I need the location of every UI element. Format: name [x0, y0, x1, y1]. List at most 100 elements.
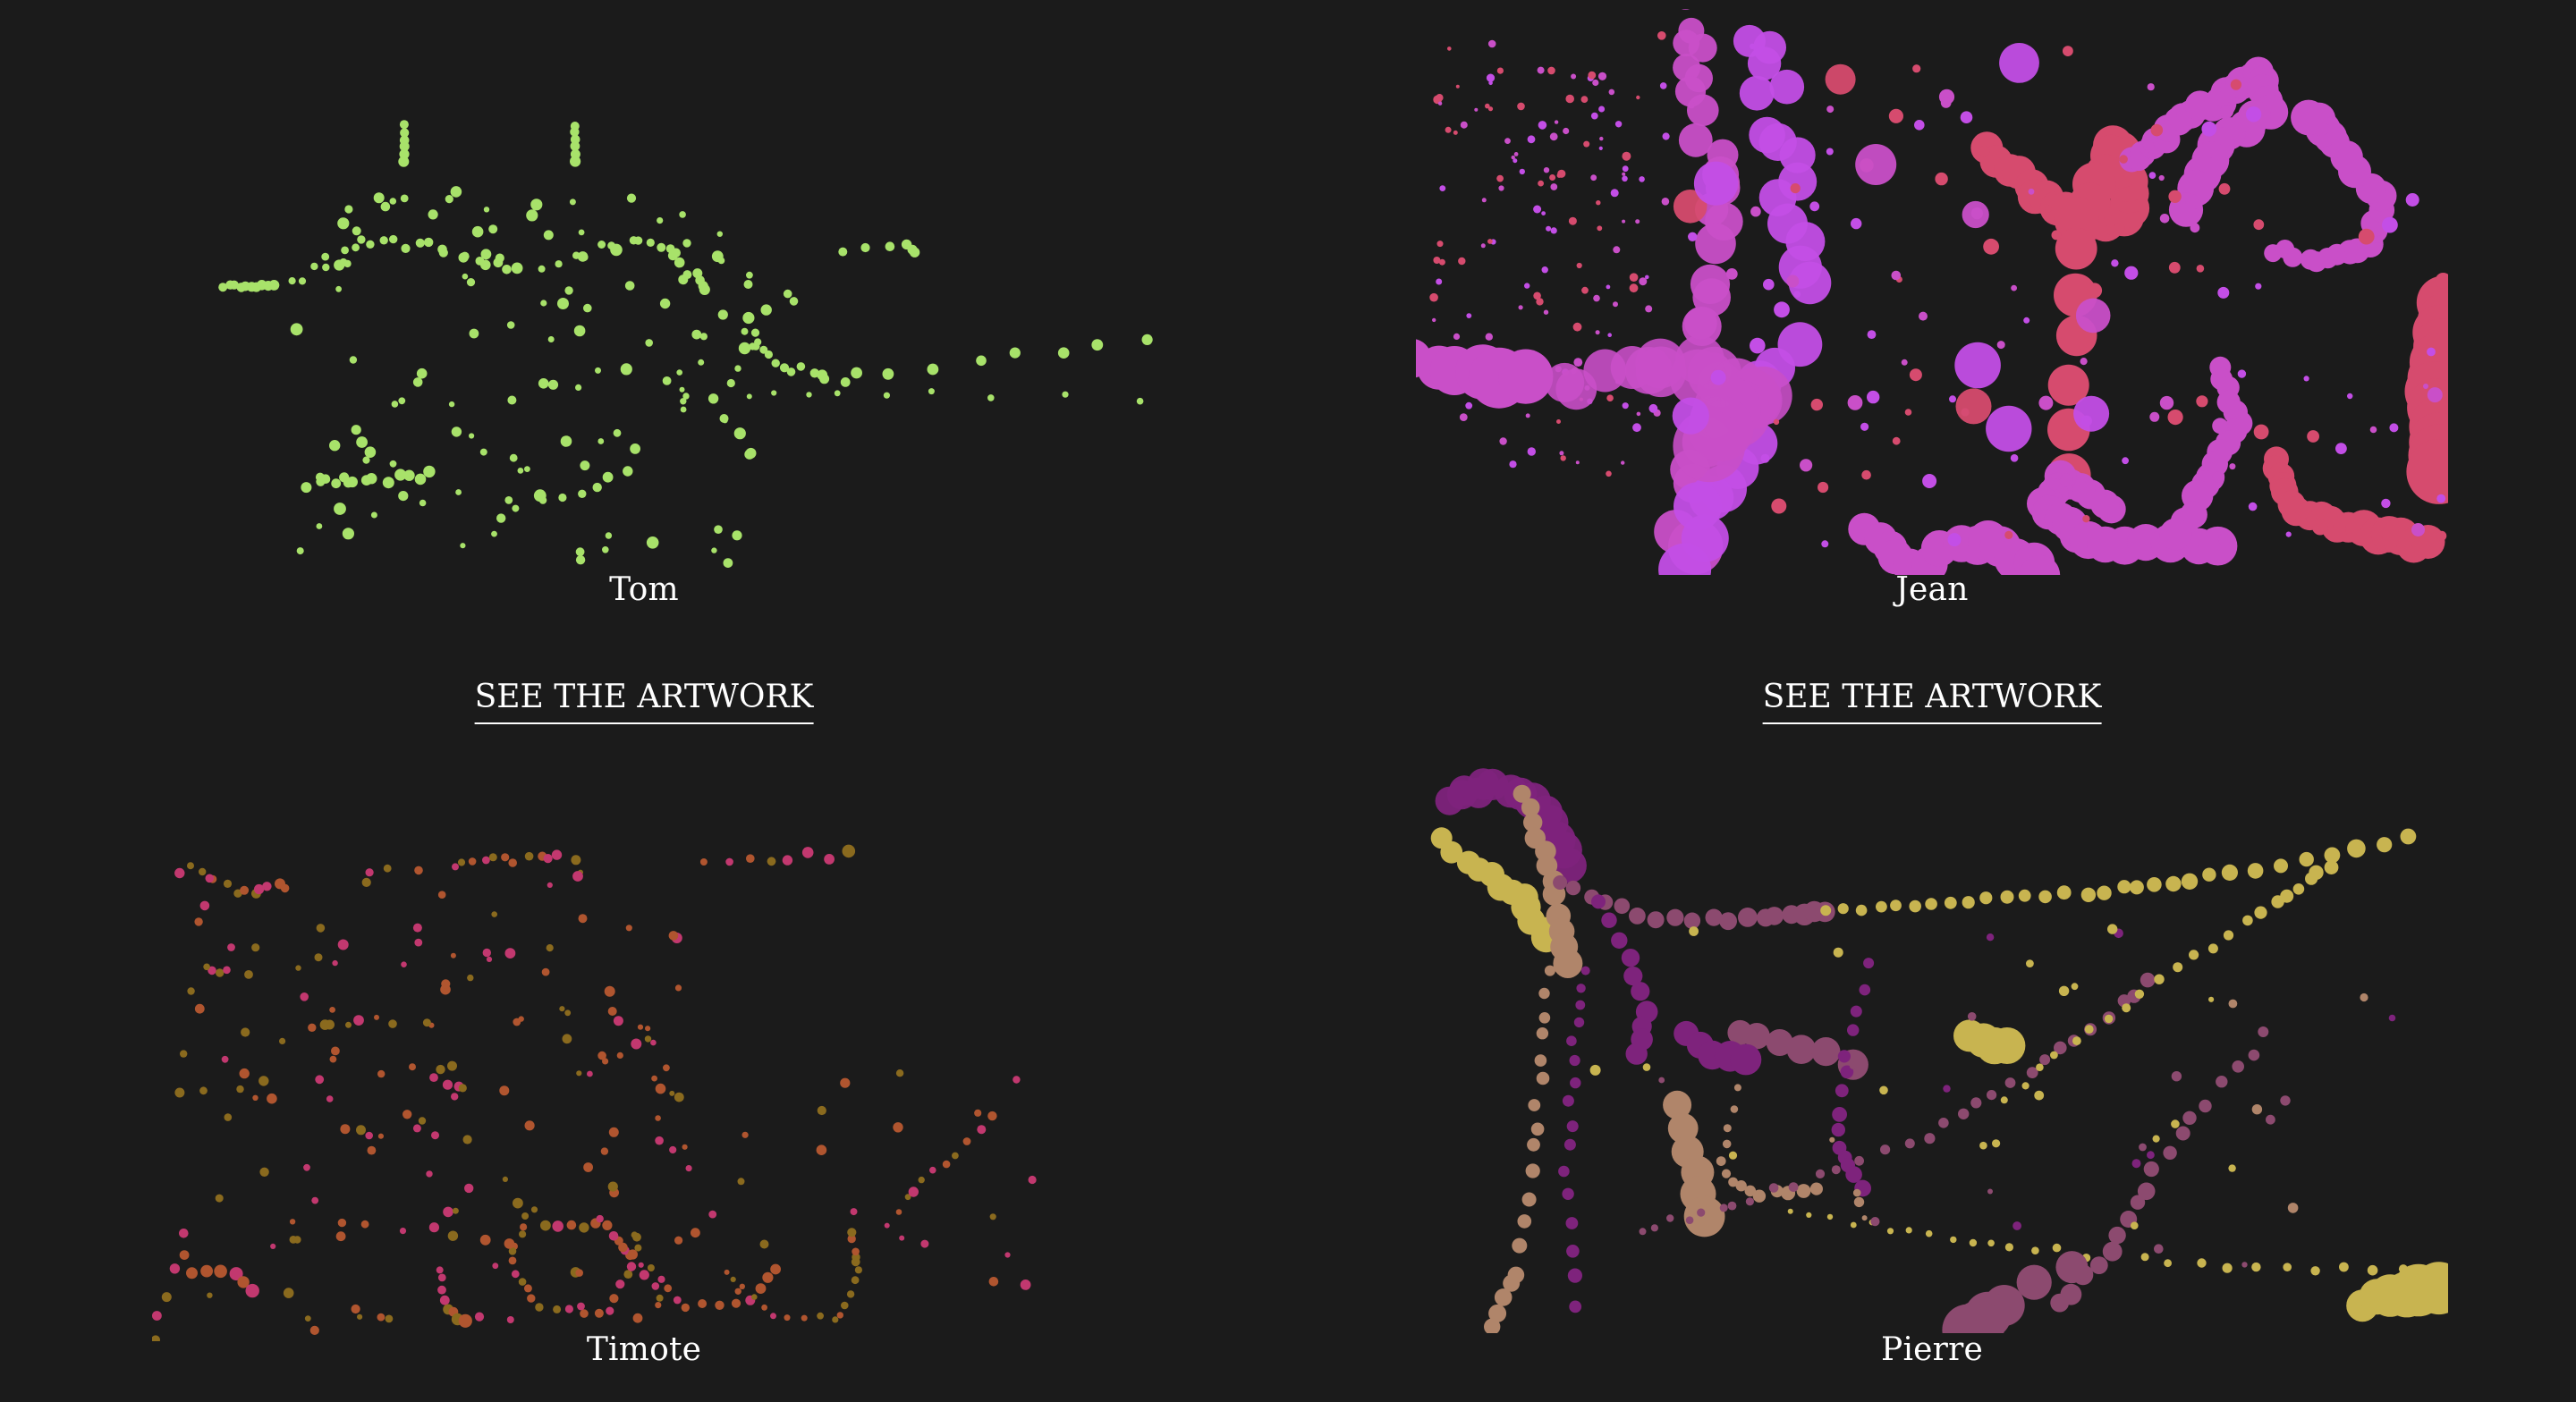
- artwork-dot: [1847, 395, 1863, 410]
- artwork-dot: [547, 336, 555, 342]
- artwork-dot: [1880, 1144, 1891, 1155]
- artwork-dot: [2299, 851, 2314, 867]
- artwork-dot: [1573, 1017, 1585, 1028]
- artwork-dot: [638, 1262, 644, 1268]
- artwork-dot: [816, 1144, 827, 1155]
- artwork-dot: [437, 1285, 446, 1295]
- artwork-dot: [1527, 1137, 1540, 1152]
- artwork-dot: [655, 1302, 662, 1309]
- artwork-dot: [1683, 1195, 1725, 1237]
- artwork-preview-timote[interactable]: [152, 805, 1154, 1341]
- artwork-dot: [479, 448, 487, 456]
- artwork-dot: [989, 1213, 996, 1220]
- artwork-dot: [717, 309, 728, 320]
- artwork-dot: [326, 1095, 334, 1102]
- artwork-dot: [199, 1086, 208, 1095]
- artwork-dot: [2367, 1264, 2378, 1276]
- artwork-dot: [1568, 216, 1577, 225]
- artwork-dot: [786, 367, 796, 376]
- artwork-dot: [462, 273, 469, 280]
- artwork-dot: [254, 883, 265, 895]
- artwork-dot: [2004, 530, 2013, 540]
- artwork-dot: [1513, 784, 1531, 803]
- artwork-dot: [1766, 1029, 1793, 1056]
- artwork-dot: [1710, 369, 1726, 385]
- artwork-dot: [2073, 395, 2110, 432]
- artwork-dot: [524, 851, 534, 861]
- artwork-dot: [1567, 1268, 1582, 1283]
- artwork-dot: [2011, 284, 2017, 291]
- artwork-dot: [289, 1219, 296, 1225]
- artwork-dot: [1453, 130, 1458, 135]
- artist-name: Timote: [586, 1331, 702, 1368]
- artwork-dot: [373, 192, 385, 204]
- artwork-dot: [977, 1125, 987, 1135]
- artwork-dot: [524, 1120, 535, 1131]
- artwork-dot: [651, 1282, 660, 1290]
- artwork-dot: [1859, 984, 1871, 996]
- artwork-dot: [2324, 860, 2339, 874]
- artwork-dot: [245, 1283, 259, 1298]
- artwork-dot: [388, 1019, 397, 1028]
- artwork-dot: [2427, 347, 2436, 357]
- artwork-dot: [1527, 135, 1536, 144]
- artwork-dot: [577, 1302, 585, 1311]
- artwork-dot: [1588, 71, 1597, 80]
- artwork-dot: [1599, 136, 1604, 141]
- artwork-dot: [1861, 469, 1871, 480]
- artwork-dot: [651, 1075, 657, 1082]
- artwork-dot: [852, 1247, 860, 1256]
- artwork-dot: [564, 1305, 573, 1313]
- artwork-dot: [447, 1230, 459, 1241]
- artwork-dot: [2339, 1262, 2349, 1272]
- artwork-dot: [842, 844, 856, 858]
- artwork-preview-jean[interactable]: [1416, 9, 2448, 575]
- artwork-dot: [436, 1064, 445, 1075]
- artwork-dot: [850, 1208, 858, 1216]
- artwork-dot: [663, 1064, 670, 1072]
- artwork-dot: [1837, 1050, 1851, 1063]
- artwork-dot: [680, 398, 687, 405]
- artwork-dot: [575, 555, 586, 565]
- artwork-dot: [2435, 273, 2448, 289]
- artwork-dot: [1607, 333, 1612, 338]
- artwork-dot: [492, 1263, 499, 1270]
- artwork-dot: [1986, 405, 2032, 452]
- artwork-dot: [576, 1070, 582, 1077]
- artwork-dot: [846, 1290, 855, 1298]
- artwork-dot: [1459, 413, 1468, 421]
- artwork-dot: [187, 987, 195, 995]
- artwork-dot: [624, 281, 635, 291]
- artwork-dot: [2084, 1025, 2094, 1034]
- artwork-dot: [1962, 896, 1975, 909]
- artwork-preview-tom[interactable]: [161, 107, 1163, 572]
- artwork-dot: [218, 283, 228, 292]
- artwork-dot: [1635, 219, 1640, 224]
- artwork-dot: [1621, 949, 1640, 967]
- artwork-dot: [1062, 391, 1069, 398]
- artwork-dot: [1538, 987, 1550, 1000]
- artwork-dot: [631, 1038, 642, 1050]
- artwork-dot: [1613, 301, 1618, 308]
- artwork-dot: [608, 1231, 619, 1241]
- artwork-dot: [2159, 214, 2170, 224]
- artwork-dot: [1845, 1166, 1862, 1183]
- artwork-dot: [572, 871, 583, 882]
- artwork-dot: [1517, 102, 1525, 111]
- artwork-dot: [669, 1090, 675, 1096]
- artwork-dot: [533, 489, 547, 503]
- artwork-dot: [2181, 873, 2199, 890]
- artwork-dot: [1453, 333, 1461, 340]
- artwork-dot: [929, 1166, 936, 1174]
- artwork-dot: [389, 460, 397, 468]
- artwork-preview-pierre[interactable]: [1416, 767, 2448, 1333]
- see-artwork-link[interactable]: SEE THE ARTWORK: [474, 680, 814, 724]
- artwork-dot: [583, 303, 592, 313]
- artwork-dot: [1905, 1227, 1912, 1234]
- artwork-dot: [1879, 1085, 1888, 1095]
- artwork-dot: [659, 298, 671, 309]
- artwork-dot: [391, 401, 399, 408]
- artwork-dot: [1565, 1217, 1579, 1229]
- see-artwork-link[interactable]: SEE THE ARTWORK: [1762, 680, 2102, 724]
- artwork-dot: [1815, 1169, 1826, 1178]
